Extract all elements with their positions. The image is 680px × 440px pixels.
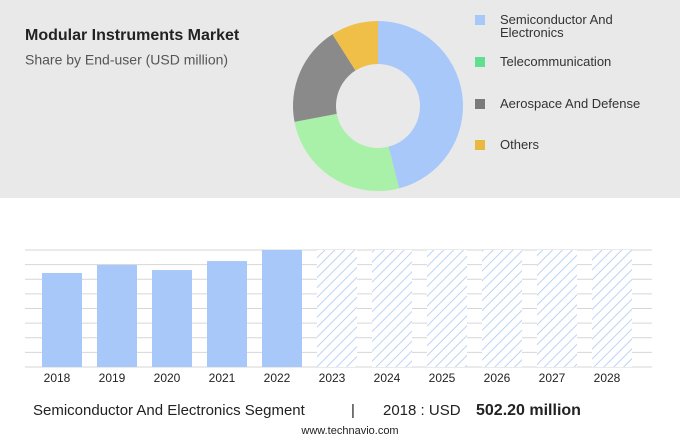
x-tick-label: 2020 — [154, 371, 181, 385]
footer-separator: | — [351, 402, 355, 419]
bar — [97, 264, 137, 367]
legend-swatch — [475, 99, 485, 109]
legend-swatch — [475, 57, 485, 67]
chart-subtitle: Share by End-user (USD million) — [25, 52, 228, 68]
bar — [262, 250, 302, 367]
legend-swatch — [475, 140, 485, 150]
x-tick-label: 2027 — [539, 371, 566, 385]
x-tick-label: 2028 — [594, 371, 621, 385]
forecast-placeholder — [372, 250, 412, 367]
bar — [152, 270, 192, 367]
forecast-placeholder — [537, 250, 577, 367]
footer-value: 502.20 million — [476, 402, 581, 419]
x-tick-label: 2023 — [319, 371, 346, 385]
forecast-placeholder — [317, 250, 357, 367]
x-tick-label: 2026 — [484, 371, 511, 385]
chart-title: Modular Instruments Market — [25, 27, 240, 44]
bar — [42, 272, 82, 367]
forecast-placeholder — [592, 250, 632, 367]
bar — [207, 261, 247, 367]
donut-segment — [294, 113, 400, 191]
x-tick-label: 2025 — [429, 371, 456, 385]
legend-label: Semiconductor And Electronics — [500, 12, 613, 40]
forecast-placeholder — [427, 250, 467, 367]
donut-segment — [293, 34, 356, 122]
legend-label: Others — [500, 137, 540, 152]
footer-year: 2018 : USD — [383, 402, 461, 419]
x-tick-label: 2021 — [209, 371, 236, 385]
x-tick-label: 2024 — [374, 371, 401, 385]
bars — [42, 250, 632, 367]
legend-swatch — [475, 15, 485, 25]
legend-label: Telecommunication — [500, 54, 612, 69]
legend-label: Aerospace And Defense — [500, 96, 641, 111]
forecast-placeholder — [482, 250, 522, 367]
footer-segment: Semiconductor And Electronics Segment — [33, 402, 306, 419]
x-tick-label: 2018 — [44, 371, 71, 385]
x-tick-label: 2022 — [264, 371, 291, 385]
donut-segment — [378, 21, 463, 189]
donut-segment — [332, 21, 378, 71]
x-tick-label: 2019 — [99, 371, 126, 385]
footer-source: www.technavio.com — [300, 425, 398, 437]
